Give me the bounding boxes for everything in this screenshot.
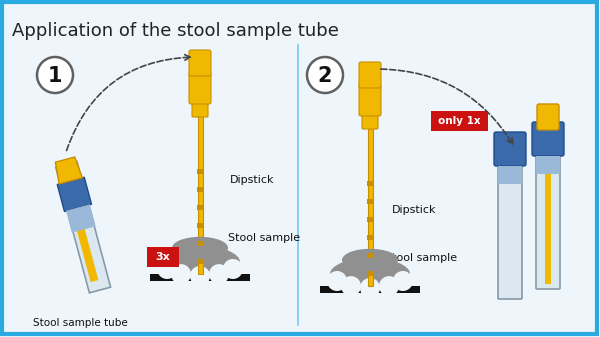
FancyBboxPatch shape <box>498 157 522 299</box>
FancyBboxPatch shape <box>197 205 204 210</box>
Polygon shape <box>61 169 98 282</box>
FancyBboxPatch shape <box>359 84 381 116</box>
Text: 2: 2 <box>318 66 332 86</box>
FancyBboxPatch shape <box>498 166 522 184</box>
Polygon shape <box>57 177 92 212</box>
Text: only 1x: only 1x <box>437 116 481 126</box>
FancyBboxPatch shape <box>367 235 374 240</box>
FancyBboxPatch shape <box>494 132 526 166</box>
FancyBboxPatch shape <box>189 50 211 76</box>
Text: 1: 1 <box>48 66 62 86</box>
FancyBboxPatch shape <box>367 181 374 186</box>
Text: Dipstick: Dipstick <box>230 175 275 185</box>
Circle shape <box>360 278 380 298</box>
FancyBboxPatch shape <box>197 259 204 264</box>
FancyArrowPatch shape <box>381 69 512 144</box>
FancyBboxPatch shape <box>150 274 250 281</box>
FancyArrowPatch shape <box>67 55 190 151</box>
FancyBboxPatch shape <box>198 114 203 274</box>
Text: Application of the stool sample tube: Application of the stool sample tube <box>12 22 339 40</box>
FancyBboxPatch shape <box>359 62 381 88</box>
Circle shape <box>190 266 210 286</box>
FancyBboxPatch shape <box>189 72 211 104</box>
FancyBboxPatch shape <box>536 147 560 289</box>
FancyBboxPatch shape <box>545 156 551 284</box>
Polygon shape <box>56 161 110 293</box>
FancyBboxPatch shape <box>192 101 208 117</box>
FancyBboxPatch shape <box>536 156 560 174</box>
FancyBboxPatch shape <box>147 247 179 267</box>
FancyBboxPatch shape <box>197 241 204 246</box>
FancyBboxPatch shape <box>367 271 374 276</box>
Text: 3x: 3x <box>155 252 170 262</box>
Circle shape <box>209 264 229 284</box>
FancyBboxPatch shape <box>368 126 373 286</box>
Text: Dipstick: Dipstick <box>392 205 437 215</box>
Text: Stool sample: Stool sample <box>385 253 457 263</box>
Circle shape <box>171 264 191 284</box>
FancyBboxPatch shape <box>537 104 559 130</box>
FancyBboxPatch shape <box>320 286 420 293</box>
Polygon shape <box>67 205 95 232</box>
Ellipse shape <box>342 249 398 271</box>
Circle shape <box>379 276 399 296</box>
FancyBboxPatch shape <box>2 2 597 334</box>
FancyBboxPatch shape <box>367 253 374 258</box>
FancyBboxPatch shape <box>197 223 204 228</box>
FancyBboxPatch shape <box>197 187 204 192</box>
FancyBboxPatch shape <box>431 111 488 131</box>
FancyBboxPatch shape <box>197 169 204 174</box>
Ellipse shape <box>172 237 228 259</box>
Polygon shape <box>55 157 82 184</box>
FancyBboxPatch shape <box>367 199 374 204</box>
FancyBboxPatch shape <box>367 217 374 222</box>
Text: Stool sample tube: Stool sample tube <box>32 318 127 328</box>
Circle shape <box>327 271 347 291</box>
Ellipse shape <box>160 246 240 278</box>
Circle shape <box>341 276 361 296</box>
FancyBboxPatch shape <box>532 122 564 156</box>
Circle shape <box>393 271 413 291</box>
Circle shape <box>307 57 343 93</box>
Circle shape <box>223 259 243 279</box>
FancyBboxPatch shape <box>362 113 378 129</box>
Text: Stool sample: Stool sample <box>228 233 300 243</box>
Circle shape <box>157 259 177 279</box>
Circle shape <box>37 57 73 93</box>
Ellipse shape <box>330 258 410 290</box>
